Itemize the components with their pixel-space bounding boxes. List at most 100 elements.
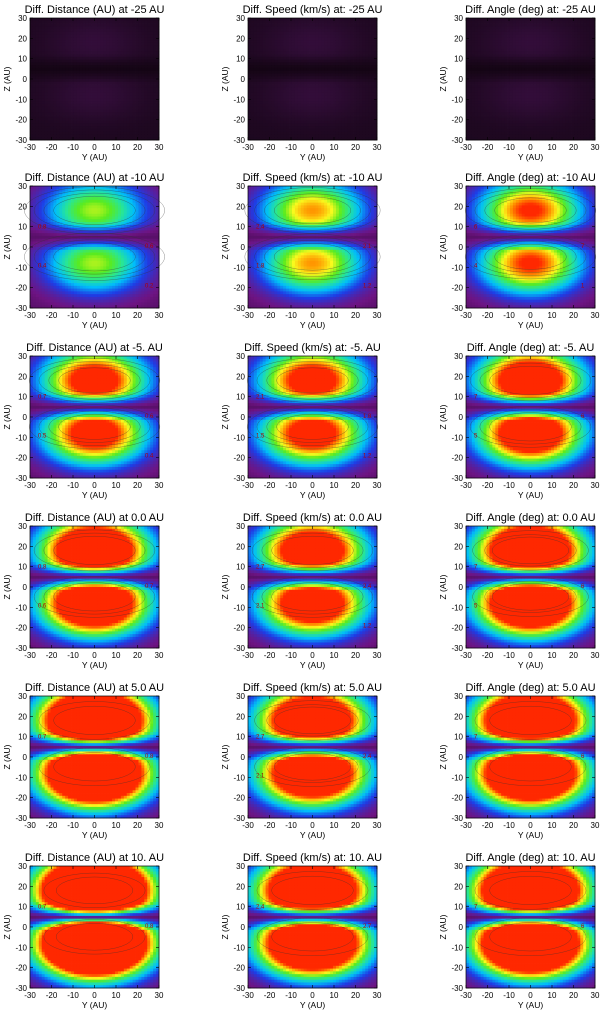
heat-cell xyxy=(130,35,133,38)
heat-cell xyxy=(74,24,77,27)
heat-cell xyxy=(254,90,257,93)
heat-cell xyxy=(266,110,269,113)
heat-cell xyxy=(136,32,139,35)
heat-cell xyxy=(74,43,77,46)
heat-cell xyxy=(257,73,260,76)
heat-cell xyxy=(136,43,139,46)
heat-cell xyxy=(71,32,74,35)
heat-cell xyxy=(147,26,150,29)
heat-cell xyxy=(144,62,147,65)
heat-cell xyxy=(95,76,98,79)
heat-cell xyxy=(51,98,54,101)
heat-cell xyxy=(112,101,115,104)
heat-cell xyxy=(144,32,147,35)
heat-cell xyxy=(95,96,98,99)
heat-cell xyxy=(283,87,286,90)
heat-cell xyxy=(86,73,89,76)
heat-cell xyxy=(48,129,51,132)
heat-cell xyxy=(95,18,98,21)
heat-cell xyxy=(263,40,266,43)
heat-cell xyxy=(257,62,260,65)
heat-cell xyxy=(251,46,254,49)
heat-cell xyxy=(133,118,136,121)
heat-cell xyxy=(124,76,127,79)
heat-cell xyxy=(121,57,124,60)
heat-cell xyxy=(248,134,251,137)
heat-cell xyxy=(71,85,74,88)
heat-cell xyxy=(115,87,118,90)
heat-cell xyxy=(68,21,71,24)
heat-cell xyxy=(48,87,51,90)
heat-cell xyxy=(39,49,42,52)
heat-cell xyxy=(45,132,48,135)
heat-cell xyxy=(133,112,136,115)
heat-cell xyxy=(130,49,133,52)
heat-cell xyxy=(86,71,89,74)
heat-cell xyxy=(56,90,59,93)
heat-cell xyxy=(263,82,266,85)
heat-cell xyxy=(95,68,98,71)
heat-cell xyxy=(271,37,274,40)
heat-cell xyxy=(263,62,266,65)
heat-cell xyxy=(133,54,136,57)
heat-cell xyxy=(86,76,89,79)
heat-cell xyxy=(33,121,36,124)
heat-cell xyxy=(121,24,124,27)
heat-cell xyxy=(277,68,280,71)
heat-cell xyxy=(150,112,153,115)
heat-cell xyxy=(266,65,269,68)
heat-cell xyxy=(42,18,45,21)
heat-cell xyxy=(86,87,89,90)
heat-cell xyxy=(144,101,147,104)
heat-cell xyxy=(89,49,92,52)
heat-cell xyxy=(121,82,124,85)
heat-cell xyxy=(150,68,153,71)
heat-cell xyxy=(283,79,286,82)
heat-cell xyxy=(274,110,277,113)
heat-cell xyxy=(271,90,274,93)
heat-cell xyxy=(138,40,141,43)
heat-cell xyxy=(106,82,109,85)
heat-cell xyxy=(51,51,54,54)
heat-cell xyxy=(248,112,251,115)
heat-cell xyxy=(100,21,103,24)
heat-cell xyxy=(36,76,39,79)
heat-cell xyxy=(71,73,74,76)
heat-cell xyxy=(118,35,121,38)
heat-cell xyxy=(106,134,109,137)
heat-cell xyxy=(103,121,106,124)
heat-cell xyxy=(95,98,98,101)
heat-cell xyxy=(121,37,124,40)
heat-cell xyxy=(103,104,106,107)
heat-cell xyxy=(263,110,266,113)
heat-cell xyxy=(74,29,77,32)
heat-cell xyxy=(53,82,56,85)
y-tick-label: 0 xyxy=(23,75,28,84)
heat-cell xyxy=(115,73,118,76)
heat-cell xyxy=(248,132,251,135)
heat-cell xyxy=(65,68,68,71)
heat-cell xyxy=(103,46,106,49)
heat-cell xyxy=(271,98,274,101)
heat-cell xyxy=(106,126,109,129)
heat-cell xyxy=(68,32,71,35)
heat-cell xyxy=(83,29,86,32)
heat-cell xyxy=(289,62,292,65)
heat-cell xyxy=(89,121,92,124)
heat-cell xyxy=(138,24,141,27)
heat-cell xyxy=(150,37,153,40)
heat-cell xyxy=(254,93,257,96)
heat-cell xyxy=(83,134,86,137)
heat-cell xyxy=(97,101,100,104)
heat-cell xyxy=(274,37,277,40)
heat-cell xyxy=(130,107,133,110)
heat-cell xyxy=(141,76,144,79)
heat-cell xyxy=(30,68,33,71)
heat-cell xyxy=(62,21,65,24)
heat-cell xyxy=(65,104,68,107)
heat-cell xyxy=(274,82,277,85)
heat-cell xyxy=(144,35,147,38)
heat-cell xyxy=(133,37,136,40)
heat-cell xyxy=(144,21,147,24)
heat-cell xyxy=(257,110,260,113)
